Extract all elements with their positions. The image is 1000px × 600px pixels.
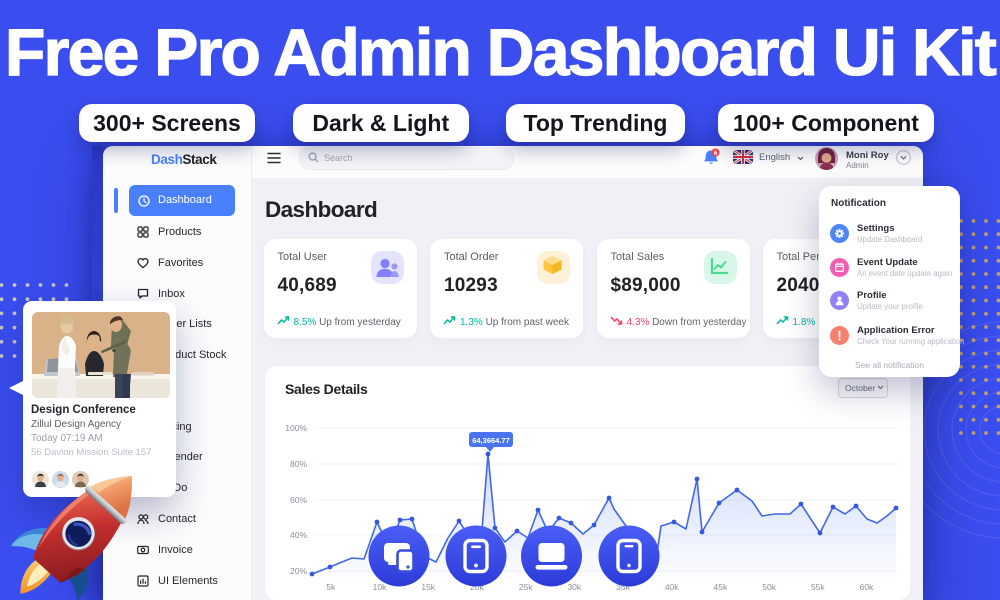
svg-text:45k: 45k [714,582,728,592]
svg-text:10k: 10k [373,582,387,592]
svg-text:15k: 15k [421,582,435,592]
svg-text:80%: 80% [290,459,307,469]
svg-text:100%: 100% [285,423,307,433]
svg-text:5k: 5k [326,582,336,592]
svg-text:20%: 20% [290,566,307,576]
svg-text:30k: 30k [567,582,581,592]
svg-text:20k: 20k [470,582,484,592]
svg-text:60%: 60% [290,495,307,505]
svg-text:25k: 25k [519,582,533,592]
svg-text:64,3664.77: 64,3664.77 [472,436,510,445]
svg-text:40k: 40k [665,582,679,592]
svg-text:60k: 60k [860,582,874,592]
svg-text:6: 6 [714,150,718,157]
svg-text:40%: 40% [290,530,307,540]
svg-text:35k: 35k [616,582,630,592]
svg-text:55k: 55k [811,582,825,592]
svg-text:50k: 50k [762,582,776,592]
